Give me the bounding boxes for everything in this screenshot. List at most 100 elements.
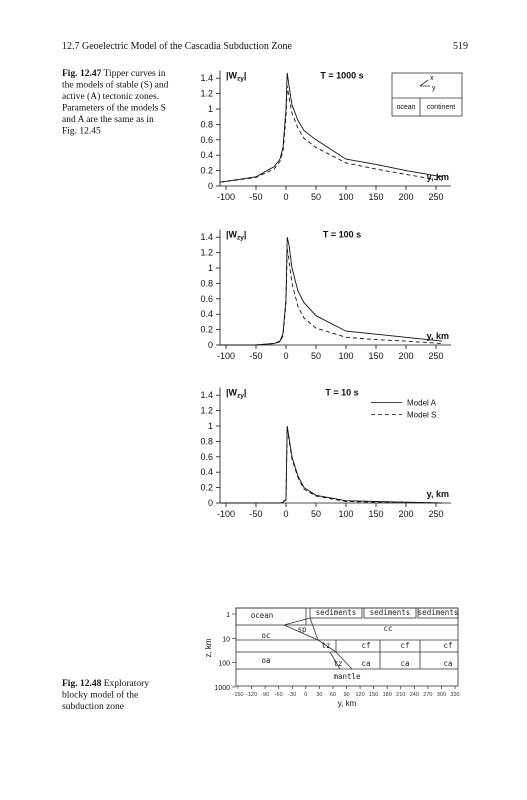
y-label-part: zy [237, 235, 244, 242]
boundary [329, 651, 341, 670]
block-label: ca [443, 659, 452, 668]
x-tick-label: 100 [338, 351, 353, 361]
x-tick-label: -150 [232, 692, 243, 698]
y-axis-label: |Wzy| [226, 230, 246, 242]
x-tick-label: 200 [398, 351, 413, 361]
y-tick-label: 0.4 [200, 309, 213, 319]
y-label-part: | [244, 388, 247, 398]
block [309, 607, 363, 619]
y-label-part: zy [237, 393, 244, 400]
block [417, 607, 459, 619]
block-diagram: ocean sediments sediments sediments sp c… [204, 607, 460, 708]
chart-title: T = 10 s [325, 388, 358, 398]
chart: 0 0.2 0.4 0.6 0.8 1 1.2 1.4 -100 -50 0 50 100 150 200 2… [200, 387, 451, 519]
block-label: tz [321, 641, 330, 650]
x-tick-label: -50 [249, 192, 262, 202]
block-label: cc [383, 624, 392, 633]
series-line [220, 248, 443, 346]
boundary [335, 651, 353, 670]
caption-line: and A are the same as in [62, 115, 154, 125]
x-tick-label: -120 [246, 692, 257, 698]
y-label-part: | [244, 71, 247, 81]
legend-label: Model A [407, 399, 437, 408]
y-tick-label: 1 [208, 421, 213, 431]
y-tick-label: 0 [208, 181, 213, 191]
y-tick-label: 0 [208, 498, 213, 508]
x-tick-label: 180 [383, 692, 392, 698]
x-tick-label: 150 [369, 692, 378, 698]
ticks: 1 10 100 1000-150 -120 -90 -60 -30 0 30 60 90 120 150… [214, 612, 459, 698]
y-tick-label: 0.8 [200, 119, 213, 129]
x-axis-label: y, km [427, 172, 449, 182]
series-line [220, 427, 443, 504]
y-tick-label: 100 [218, 661, 230, 668]
caption-line: Fig. 12.47 Tipper curves in [62, 69, 166, 79]
block-label: mantle [333, 672, 361, 681]
x-tick-label: 250 [428, 351, 443, 361]
charts: 00.20.40.60.811.21.4-100 -50 0 50 100 150 200 2… [200, 70, 451, 519]
y-label-part: |W [226, 230, 238, 240]
y-label-part: |W [226, 388, 238, 398]
x-tick-label: 200 [398, 509, 413, 519]
caption-label: Fig. 12.48 [62, 679, 102, 689]
x-tick-label: 50 [311, 192, 321, 202]
x-tick-label: -50 [249, 351, 262, 361]
y-tick-label: 0 [208, 340, 213, 350]
caption-line: blocky model of the [62, 690, 138, 701]
x-tick-label: 100 [338, 192, 353, 202]
y-tick-label: 0.8 [200, 278, 213, 288]
y-tick-label: 1.2 [200, 248, 213, 258]
boundary [283, 624, 319, 641]
axis-label: y, km [338, 699, 357, 708]
y-label-part: |W [226, 71, 238, 81]
y-tick-label: 0.2 [200, 325, 213, 335]
axis-label: z, km [204, 638, 213, 657]
caption-text: Exploratory [104, 679, 150, 689]
y-tick-label: 1.4 [200, 232, 213, 242]
y-tick-label: 1000 [214, 685, 230, 692]
x-tick-label: 0 [304, 692, 307, 698]
boundary [317, 639, 337, 653]
x-tick-label: 210 [396, 692, 405, 698]
x-tick-label: -100 [217, 192, 235, 202]
x-tick-label: 0 [283, 351, 288, 361]
x-tick-label: 300 [437, 692, 446, 698]
x-tick-label: -90 [261, 692, 269, 698]
x-tick-label: -50 [249, 509, 262, 519]
inset-label: y [432, 85, 436, 92]
y-tick-label: 1.4 [200, 73, 213, 83]
y-tick-label: 1.4 [200, 390, 213, 400]
x-tick-label: 330 [450, 692, 459, 698]
series-line [219, 85, 443, 183]
block-label: sediments [370, 608, 411, 617]
caption-label: Fig. 12.47 [62, 69, 102, 79]
y-tick-label: 0.6 [200, 452, 213, 462]
y-tick-label: 10 [222, 636, 230, 643]
block-label: cf [361, 641, 370, 650]
caption-line: Fig. 12.48 Exploratory [62, 679, 149, 689]
legend-label: Model S [407, 411, 436, 420]
block-label: tz [333, 659, 342, 668]
chart: 0 0.2 0.4 0.6 0.8 1 1.2 1.4 -100 -50 0 50 100 150 200 2… [200, 70, 451, 202]
chart: 0 0.2 0.4 0.6 0.8 1 1.2 1.4 -100 -50 0 50 100 150 200 2… [200, 229, 451, 361]
x-tick-label: -60 [275, 692, 283, 698]
caption-line: Fig. 12.45 [62, 127, 101, 137]
block-label: ca [400, 659, 409, 668]
y-tick-label: 0.2 [200, 483, 213, 493]
series-line [220, 425, 443, 504]
inset: x y ocean continent [391, 72, 463, 117]
block-label: cf [400, 641, 409, 650]
x-axis-label: y, km [427, 489, 449, 499]
caption-line: subduction zone [62, 702, 124, 712]
block-label: cf [443, 641, 452, 650]
block-label: oa [261, 656, 270, 665]
y-tick-label: 0.4 [200, 150, 213, 160]
page-number: 519 [453, 41, 468, 52]
inset-label: continent [427, 104, 455, 111]
block [235, 607, 307, 626]
block-label: oc [261, 631, 270, 640]
y-tick-label: 0.4 [200, 467, 213, 477]
inset-arrow [419, 79, 429, 87]
